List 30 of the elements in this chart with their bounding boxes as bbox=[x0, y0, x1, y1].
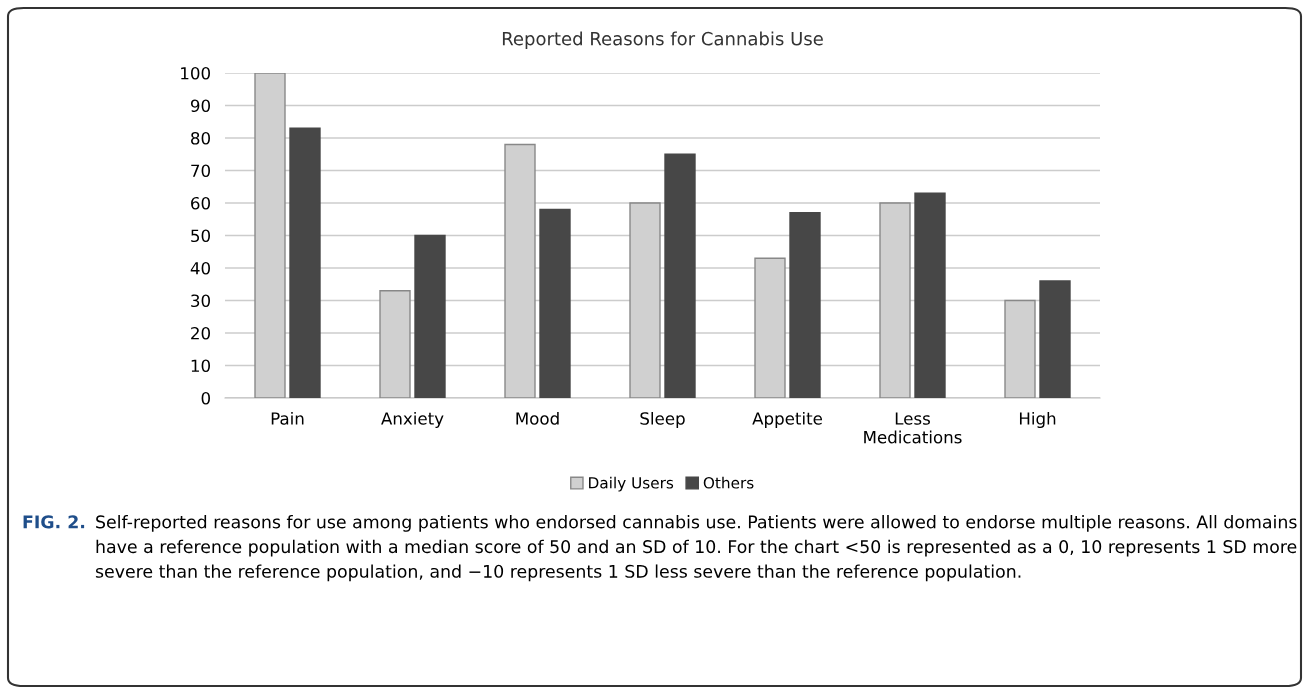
y-tick-label: 20 bbox=[191, 326, 210, 340]
y-tick-label: 50 bbox=[191, 229, 210, 243]
y-tick-label: 60 bbox=[191, 196, 210, 210]
legend-label: Daily Users bbox=[589, 476, 674, 492]
bar bbox=[289, 127, 321, 398]
legend-label: Others bbox=[703, 476, 754, 489]
x-tick-label: Appetite bbox=[752, 411, 822, 429]
x-tick-label: Anxiety bbox=[381, 411, 444, 429]
bar bbox=[789, 212, 821, 398]
y-tick-label: 40 bbox=[190, 261, 210, 275]
bar bbox=[1039, 280, 1071, 398]
caption: FIG. 2. bbox=[23, 515, 85, 529]
x-tick-label: High bbox=[1019, 411, 1056, 429]
x-tick-label: Less Medications bbox=[864, 412, 962, 444]
y-tick-label: 90 bbox=[190, 99, 210, 113]
y-tick-label: 0 bbox=[201, 391, 210, 405]
y-tick-label: 10 bbox=[191, 359, 210, 373]
bar bbox=[539, 208, 571, 398]
bar bbox=[914, 192, 946, 398]
x-tick-label: Pain bbox=[271, 411, 304, 425]
y-tick-label: 70 bbox=[191, 164, 210, 178]
y-tick-label: 100 bbox=[181, 66, 210, 80]
y-tick-label: 80 bbox=[191, 131, 210, 145]
x-tick-label: Sleep bbox=[640, 411, 685, 429]
bar bbox=[414, 234, 446, 398]
x-tick-label: Mood bbox=[516, 411, 559, 425]
bar bbox=[664, 153, 696, 398]
text: Self-reported reasons for use among patients who endorsed cannabis use. Patients were allowed to endorse multiple reasons. All domains have a reference population with a median score of 50 and an SD of 10. For the chart <50 is represented as a 0, 10 represents 1 SD more severe than the reference population, and −10 represents 1 SD less severe than the reference population. bbox=[95, 515, 1297, 582]
chart-title: Reported Reasons for Cannabis Use bbox=[502, 31, 823, 49]
y-tick-label: 30 bbox=[191, 294, 210, 308]
